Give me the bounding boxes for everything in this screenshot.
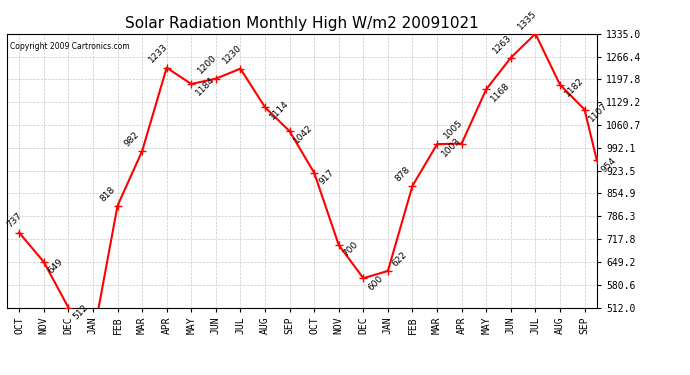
Text: 878: 878 <box>393 164 412 183</box>
Text: 1233: 1233 <box>147 42 170 65</box>
Text: 649: 649 <box>46 257 65 276</box>
Text: 954: 954 <box>600 156 618 174</box>
Text: 1107: 1107 <box>587 101 610 123</box>
Text: 1335: 1335 <box>516 8 539 31</box>
Text: 1042: 1042 <box>293 123 315 145</box>
Text: 818: 818 <box>98 184 117 203</box>
Text: 419: 419 <box>0 374 1 375</box>
Text: 1263: 1263 <box>491 32 514 55</box>
Text: 917: 917 <box>317 168 335 187</box>
Text: 600: 600 <box>366 273 384 292</box>
Text: 512: 512 <box>71 303 90 321</box>
Text: 1184: 1184 <box>194 75 217 98</box>
Text: 622: 622 <box>391 250 409 268</box>
Text: 700: 700 <box>342 240 360 259</box>
Text: 1168: 1168 <box>489 81 512 103</box>
Text: 1200: 1200 <box>197 53 219 76</box>
Text: 1003: 1003 <box>440 135 462 158</box>
Text: 982: 982 <box>123 130 141 149</box>
Text: 737: 737 <box>6 211 24 230</box>
Text: 1005: 1005 <box>442 118 465 141</box>
Text: Copyright 2009 Cartronics.com: Copyright 2009 Cartronics.com <box>10 42 130 51</box>
Text: 1182: 1182 <box>563 76 585 99</box>
Text: 1230: 1230 <box>221 44 244 66</box>
Text: 1114: 1114 <box>268 99 290 121</box>
Title: Solar Radiation Monthly High W/m2 20091021: Solar Radiation Monthly High W/m2 200910… <box>125 16 479 31</box>
